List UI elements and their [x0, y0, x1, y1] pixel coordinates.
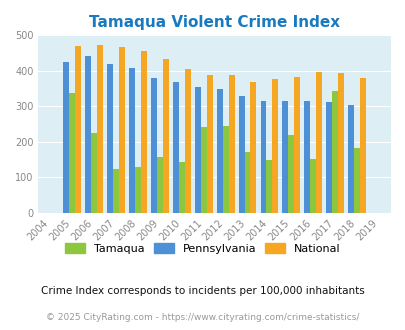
Bar: [91, 133, 97, 213]
Bar: [151, 78, 157, 213]
Bar: [157, 157, 162, 213]
Bar: [129, 68, 135, 213]
Bar: [238, 96, 244, 213]
Bar: [294, 77, 299, 213]
Bar: [69, 93, 75, 213]
Bar: [315, 72, 321, 213]
Bar: [250, 82, 256, 213]
Bar: [63, 62, 69, 213]
Bar: [304, 101, 309, 213]
Bar: [119, 47, 125, 213]
Bar: [228, 75, 234, 213]
Bar: [200, 127, 206, 213]
Legend: Tamaqua, Pennsylvania, National: Tamaqua, Pennsylvania, National: [61, 239, 344, 258]
Title: Tamaqua Violent Crime Index: Tamaqua Violent Crime Index: [89, 15, 339, 30]
Bar: [288, 135, 294, 213]
Bar: [216, 89, 222, 213]
Bar: [272, 80, 277, 213]
Bar: [97, 45, 103, 213]
Bar: [331, 91, 337, 213]
Bar: [107, 64, 113, 213]
Bar: [194, 87, 200, 213]
Bar: [282, 101, 288, 213]
Bar: [260, 101, 266, 213]
Bar: [359, 78, 365, 213]
Bar: [206, 75, 212, 213]
Bar: [85, 56, 91, 213]
Bar: [173, 82, 179, 213]
Bar: [244, 151, 250, 213]
Bar: [141, 51, 147, 213]
Text: Crime Index corresponds to incidents per 100,000 inhabitants: Crime Index corresponds to incidents per…: [41, 286, 364, 296]
Bar: [309, 159, 315, 213]
Bar: [353, 148, 359, 213]
Bar: [135, 168, 141, 213]
Bar: [266, 160, 272, 213]
Bar: [162, 59, 168, 213]
Bar: [326, 103, 331, 213]
Bar: [337, 73, 343, 213]
Text: © 2025 CityRating.com - https://www.cityrating.com/crime-statistics/: © 2025 CityRating.com - https://www.city…: [46, 313, 359, 322]
Bar: [347, 105, 353, 213]
Bar: [75, 46, 81, 213]
Bar: [184, 69, 190, 213]
Bar: [222, 126, 228, 213]
Bar: [179, 162, 184, 213]
Bar: [113, 169, 119, 213]
